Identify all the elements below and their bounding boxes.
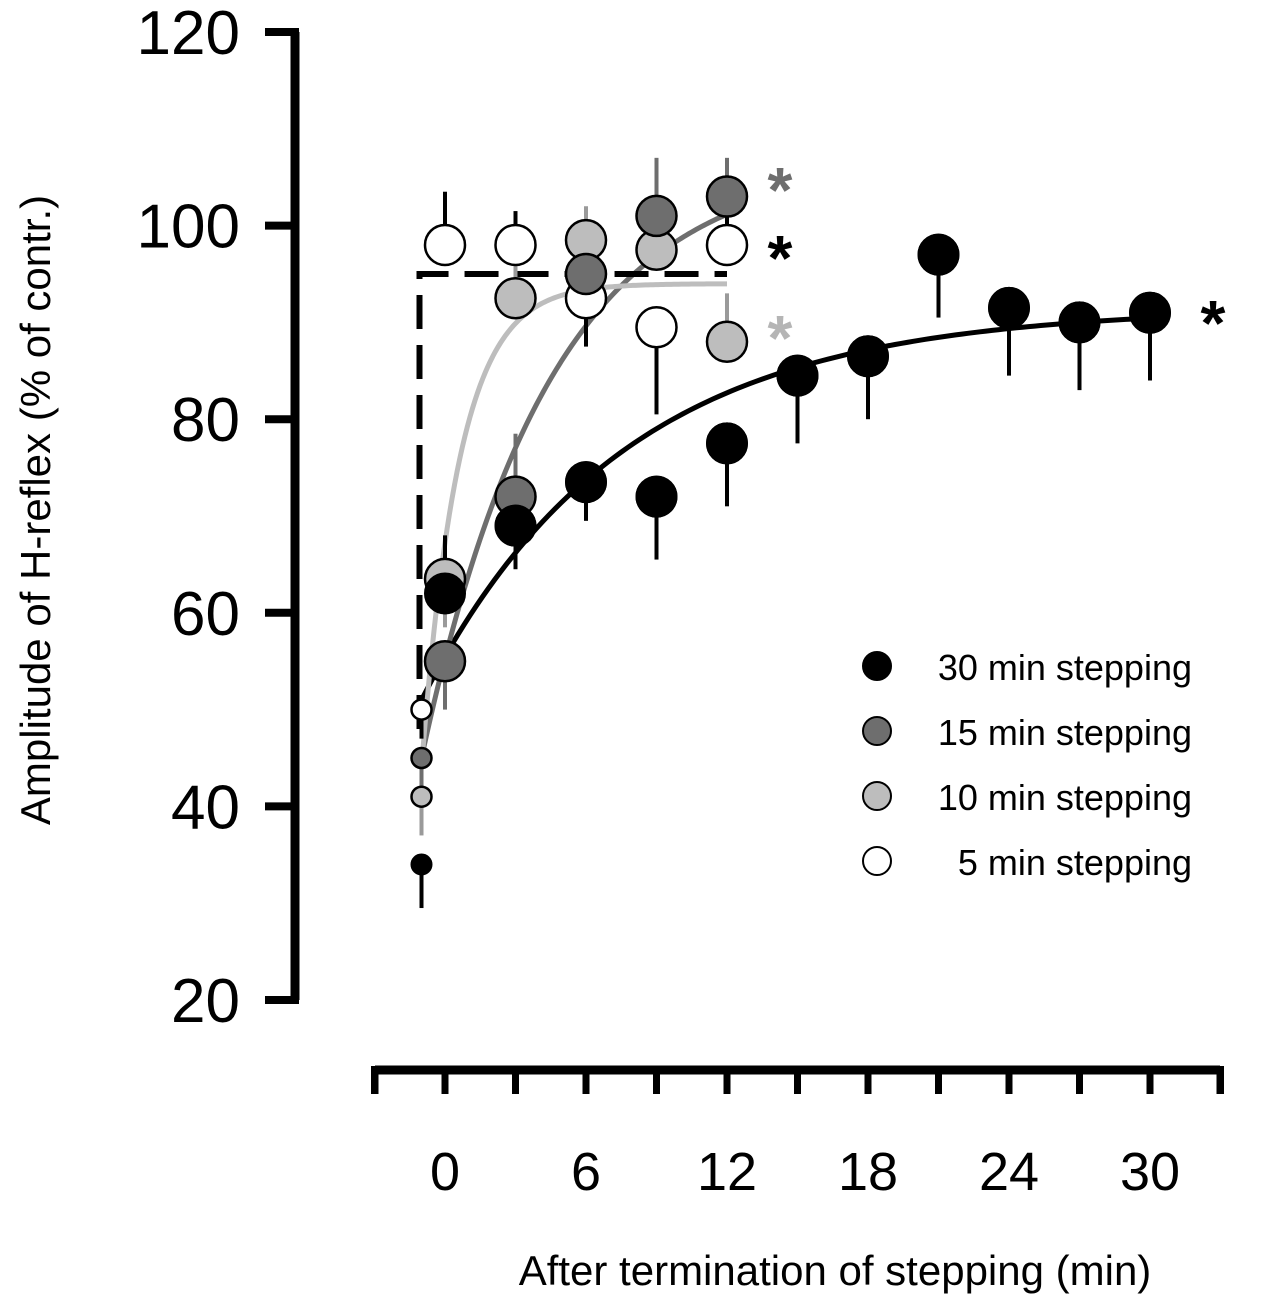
- point-top-30-min-stepping-5: [706, 422, 748, 465]
- point-5-min-stepping-0: [410, 698, 433, 721]
- legend-label-30-min-stepping: 30 min stepping: [938, 647, 1192, 688]
- legend-label-5-min-stepping: 5 min stepping: [958, 842, 1192, 883]
- significance-star-5-min-stepping: *: [768, 222, 793, 294]
- point-5-min-stepping-2: [494, 223, 537, 267]
- y-tick-label-120: 120: [137, 0, 240, 68]
- significance-star-10-min-stepping: *: [768, 302, 793, 374]
- legend-marker-15-min-stepping: [862, 716, 892, 746]
- point-15-min-stepping-4: [635, 194, 678, 238]
- y-tick-label-20: 20: [171, 967, 240, 1036]
- point-top-30-min-stepping-6: [776, 354, 819, 397]
- point-15-min-stepping-5: [705, 175, 749, 218]
- x-tick-label-18: 18: [838, 1142, 898, 1202]
- x-tick-label-0: 0: [430, 1142, 460, 1202]
- point-10-min-stepping-2: [494, 276, 537, 320]
- point-top-30-min-stepping-9: [988, 286, 1030, 329]
- y-tick-label-60: 60: [171, 580, 240, 649]
- significance-star-30-min-stepping: *: [1201, 287, 1226, 359]
- y-tick-label-100: 100: [137, 193, 240, 262]
- point-top-30-min-stepping-10: [1058, 301, 1101, 344]
- fit-curve-5-min-stepping: [416, 271, 727, 729]
- point-5-min-stepping-1: [423, 223, 467, 267]
- data-points-group: [410, 175, 1171, 876]
- point-top-30-min-stepping-3: [565, 461, 607, 504]
- point-top-30-min-stepping-2: [494, 504, 537, 547]
- x-tick-label-6: 6: [571, 1142, 601, 1202]
- point-15-min-stepping-3: [564, 252, 608, 296]
- axes-group: 20 40 60 80 100 120 0 6 12 18 24 30: [137, 0, 1224, 1202]
- point-30-min-stepping-0: [410, 853, 433, 876]
- x-tick-label-30: 30: [1120, 1142, 1180, 1202]
- legend-marker-30-min-stepping: [862, 651, 892, 681]
- legend-label-15-min-stepping: 15 min stepping: [938, 712, 1192, 753]
- point-30-min-stepping-1: [424, 572, 466, 615]
- point-5-min-stepping-4: [635, 305, 678, 349]
- point-10-min-stepping-5: [705, 320, 749, 364]
- legend: 30 min stepping 15 min stepping 10 min ste…: [862, 647, 1192, 883]
- point-top-30-min-stepping-8: [917, 233, 960, 276]
- legend-label-10-min-stepping: 10 min stepping: [938, 777, 1192, 818]
- x-axis-label: After termination of stepping (min): [519, 1247, 1152, 1294]
- point-5-min-stepping-5: [705, 223, 749, 267]
- point-10-min-stepping-0: [410, 785, 433, 808]
- y-tick-label-80: 80: [171, 386, 240, 455]
- point-top-30-min-stepping-4: [635, 475, 678, 518]
- legend-marker-10-min-stepping: [862, 781, 892, 811]
- y-tick-label-40: 40: [171, 773, 240, 842]
- x-tick-label-24: 24: [979, 1142, 1039, 1202]
- significance-star-15-min-stepping: *: [768, 154, 793, 226]
- fit-curve-10-min-stepping: [419, 281, 728, 768]
- y-axis-label: Amplitude of H-reflex (% of contr.): [12, 195, 59, 825]
- point-15-min-stepping-1: [423, 639, 467, 683]
- significance-group: ****: [768, 154, 1226, 374]
- point-top-30-min-stepping-7: [847, 335, 889, 378]
- point-15-min-stepping-0: [410, 746, 433, 770]
- point-top-30-min-stepping-11: [1129, 291, 1171, 334]
- x-tick-label-12: 12: [697, 1142, 757, 1202]
- legend-marker-5-min-stepping: [862, 846, 892, 876]
